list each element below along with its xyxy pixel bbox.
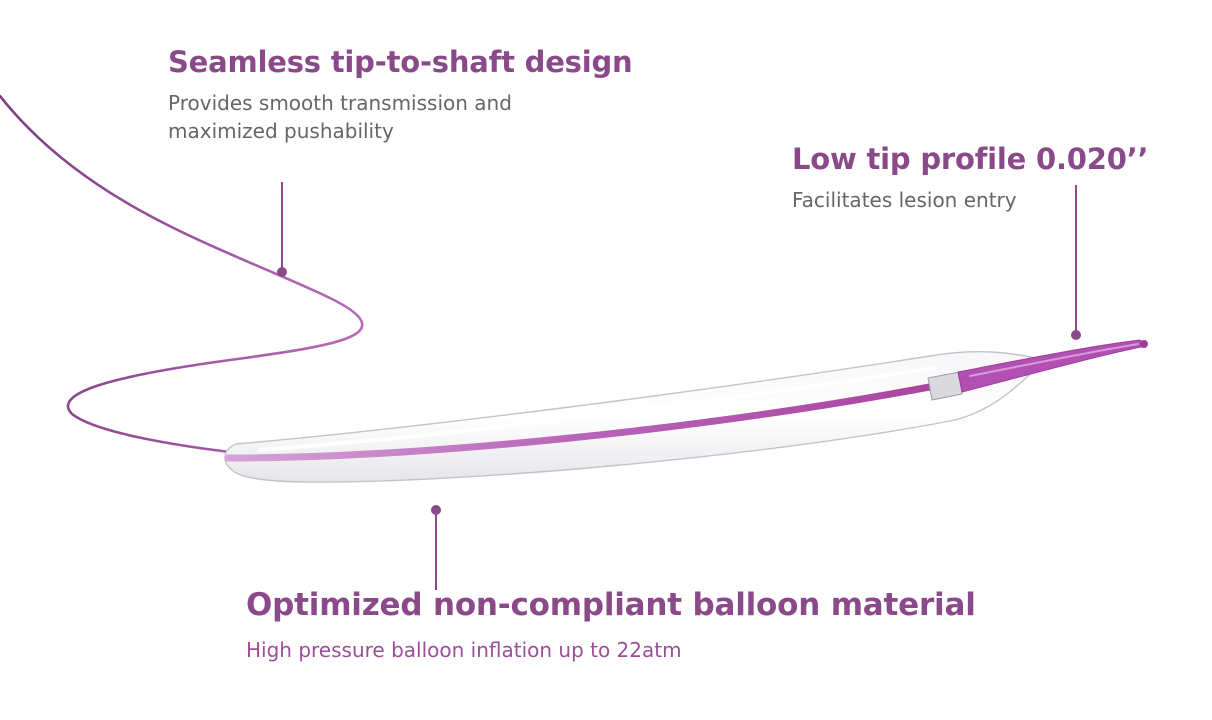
callout-tip-shaft: Seamless tip-to-shaft design Provides sm… (168, 45, 633, 145)
callout-balloon: Optimized non-compliant balloon material… (246, 587, 976, 664)
leader-tip-shaft (277, 182, 287, 277)
inner-shaft (224, 382, 939, 462)
callout-tip-shaft-description: Provides smooth transmission and maximiz… (168, 91, 512, 144)
callout-tip-profile-description: Facilitates lesion entry (792, 188, 1017, 213)
callout-tip-profile-title: Low tip profile 0.020’’ (792, 142, 1149, 176)
callout-balloon-description: High pressure balloon inflation up to 22… (246, 637, 682, 662)
callout-tip-profile: Low tip profile 0.020’’ Facilitates lesi… (792, 142, 1149, 214)
balloon-highlight (258, 366, 937, 452)
tip-end (1140, 340, 1148, 348)
leader-tip-profile (1071, 185, 1081, 340)
leader-balloon (431, 505, 441, 590)
marker-band (927, 371, 963, 401)
catheter-tip-highlight (969, 343, 1139, 377)
guide-wire (0, 94, 364, 455)
callout-balloon-title: Optimized non-compliant balloon material (246, 587, 976, 623)
callout-tip-shaft-title: Seamless tip-to-shaft design (168, 45, 633, 79)
